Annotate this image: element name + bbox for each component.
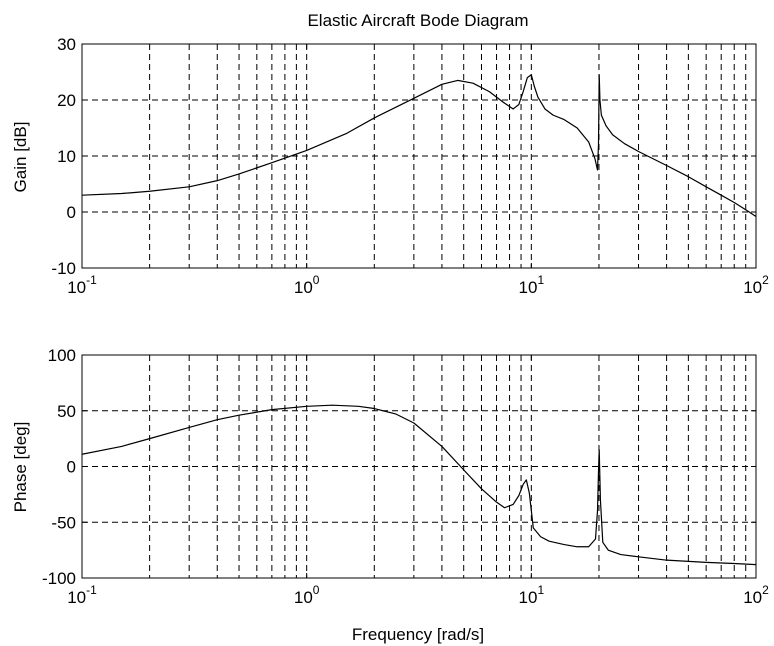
tick-base: 10	[294, 278, 313, 297]
tick-base: 10	[67, 278, 86, 297]
tick-base: 10	[519, 588, 538, 607]
phase-y-tick-label: -100	[42, 569, 76, 588]
gain-y-tick-label: 20	[57, 91, 76, 110]
chart-title: Elastic Aircraft Bode Diagram	[307, 11, 528, 30]
tick-base: 10	[743, 278, 762, 297]
tick-base: 10	[743, 588, 762, 607]
tick-exponent: 2	[762, 273, 769, 287]
tick-exponent: 2	[762, 583, 769, 597]
phase-y-tick-label: 100	[48, 346, 76, 365]
tick-exponent: -1	[86, 273, 97, 287]
gain-y-tick-label: 0	[67, 203, 76, 222]
phase-x-tick-label: 101	[519, 583, 545, 607]
tick-base: 10	[67, 588, 86, 607]
tick-exponent: 0	[313, 273, 320, 287]
phase-axis-label: Phase [deg]	[11, 422, 30, 513]
tick-base: 10	[294, 588, 313, 607]
gain-x-tick-label: 10-1	[67, 273, 97, 297]
phase-y-tick-label: 50	[57, 402, 76, 421]
tick-exponent: -1	[86, 583, 97, 597]
gain-y-tick-label: -10	[51, 259, 76, 278]
phase-series-line	[81, 404, 757, 566]
tick-base: 10	[519, 278, 538, 297]
tick-exponent: 1	[537, 583, 544, 597]
gain-axis-label: Gain [dB]	[11, 122, 30, 193]
phase-axes-frame	[81, 354, 757, 579]
gain-x-tick-label: 100	[294, 273, 320, 297]
tick-exponent: 0	[313, 583, 320, 597]
gain-y-tick-label: 10	[57, 147, 76, 166]
phase-y-tick-label: 0	[67, 458, 76, 477]
phase-x-tick-label: 102	[743, 583, 769, 607]
gain-series-line	[81, 74, 757, 217]
frequency-axis-label: Frequency [rad/s]	[352, 625, 484, 644]
tick-exponent: 1	[537, 273, 544, 287]
phase-x-tick-label: 10-1	[67, 583, 97, 607]
gain-x-tick-label: 101	[519, 273, 545, 297]
gain-x-tick-label: 102	[743, 273, 769, 297]
gain-y-tick-label: 30	[57, 35, 76, 54]
phase-x-tick-label: 100	[294, 583, 320, 607]
gain-axes-frame	[81, 43, 757, 269]
phase-y-tick-label: -50	[51, 513, 76, 532]
